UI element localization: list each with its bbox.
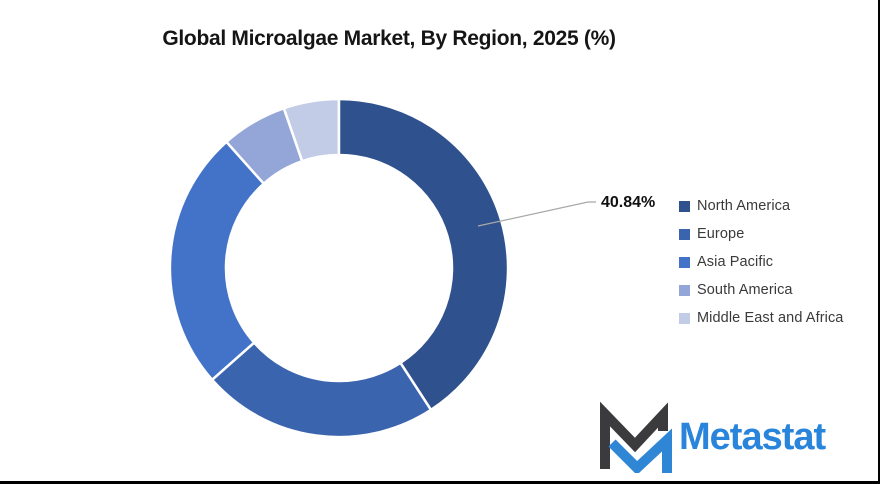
chart-title: Global Microalgae Market, By Region, 202… [162,27,616,50]
metastat-logo-mark [600,401,672,473]
legend-label: Middle East and Africa [697,310,844,326]
legend-label: North America [697,198,791,214]
legend-swatch-europe [679,228,690,240]
leader-line [477,201,596,227]
legend-swatch-asia-pacific [679,256,690,268]
legend-item-asia-pacific: Asia Pacific [679,248,843,276]
frame-border-right [878,0,880,484]
legend-item-south-america: South America [679,276,843,304]
legend-item-middle-east-and-africa: Middle East and Africa [679,304,843,332]
donut-slice-south-america [225,107,304,185]
legend-label: Europe [697,226,745,242]
data-label-north-america: 40.84% [601,194,656,211]
chart-legend: North America Europe Asia Pacific South … [679,192,843,332]
donut-slice-europe [210,341,433,439]
legend-swatch-north-america [679,200,690,212]
logo-mark-blue-m [608,428,672,473]
logo-mark-dark-m [600,401,668,469]
metastat-logo: Metastat [597,401,826,473]
legend-swatch-south-america [679,284,690,296]
legend-label: Asia Pacific [697,254,774,270]
donut-slice-asia-pacific [168,140,265,382]
donut-slice-north-america [337,97,510,412]
legend-item-europe: Europe [679,220,843,248]
legend-label: South America [697,282,793,298]
metastat-logo-text: Metastat [679,415,826,458]
legend-swatch-middle-east-and-africa [679,312,690,324]
legend-item-north-america: North America [679,192,843,220]
frame-border-bottom [0,481,880,484]
